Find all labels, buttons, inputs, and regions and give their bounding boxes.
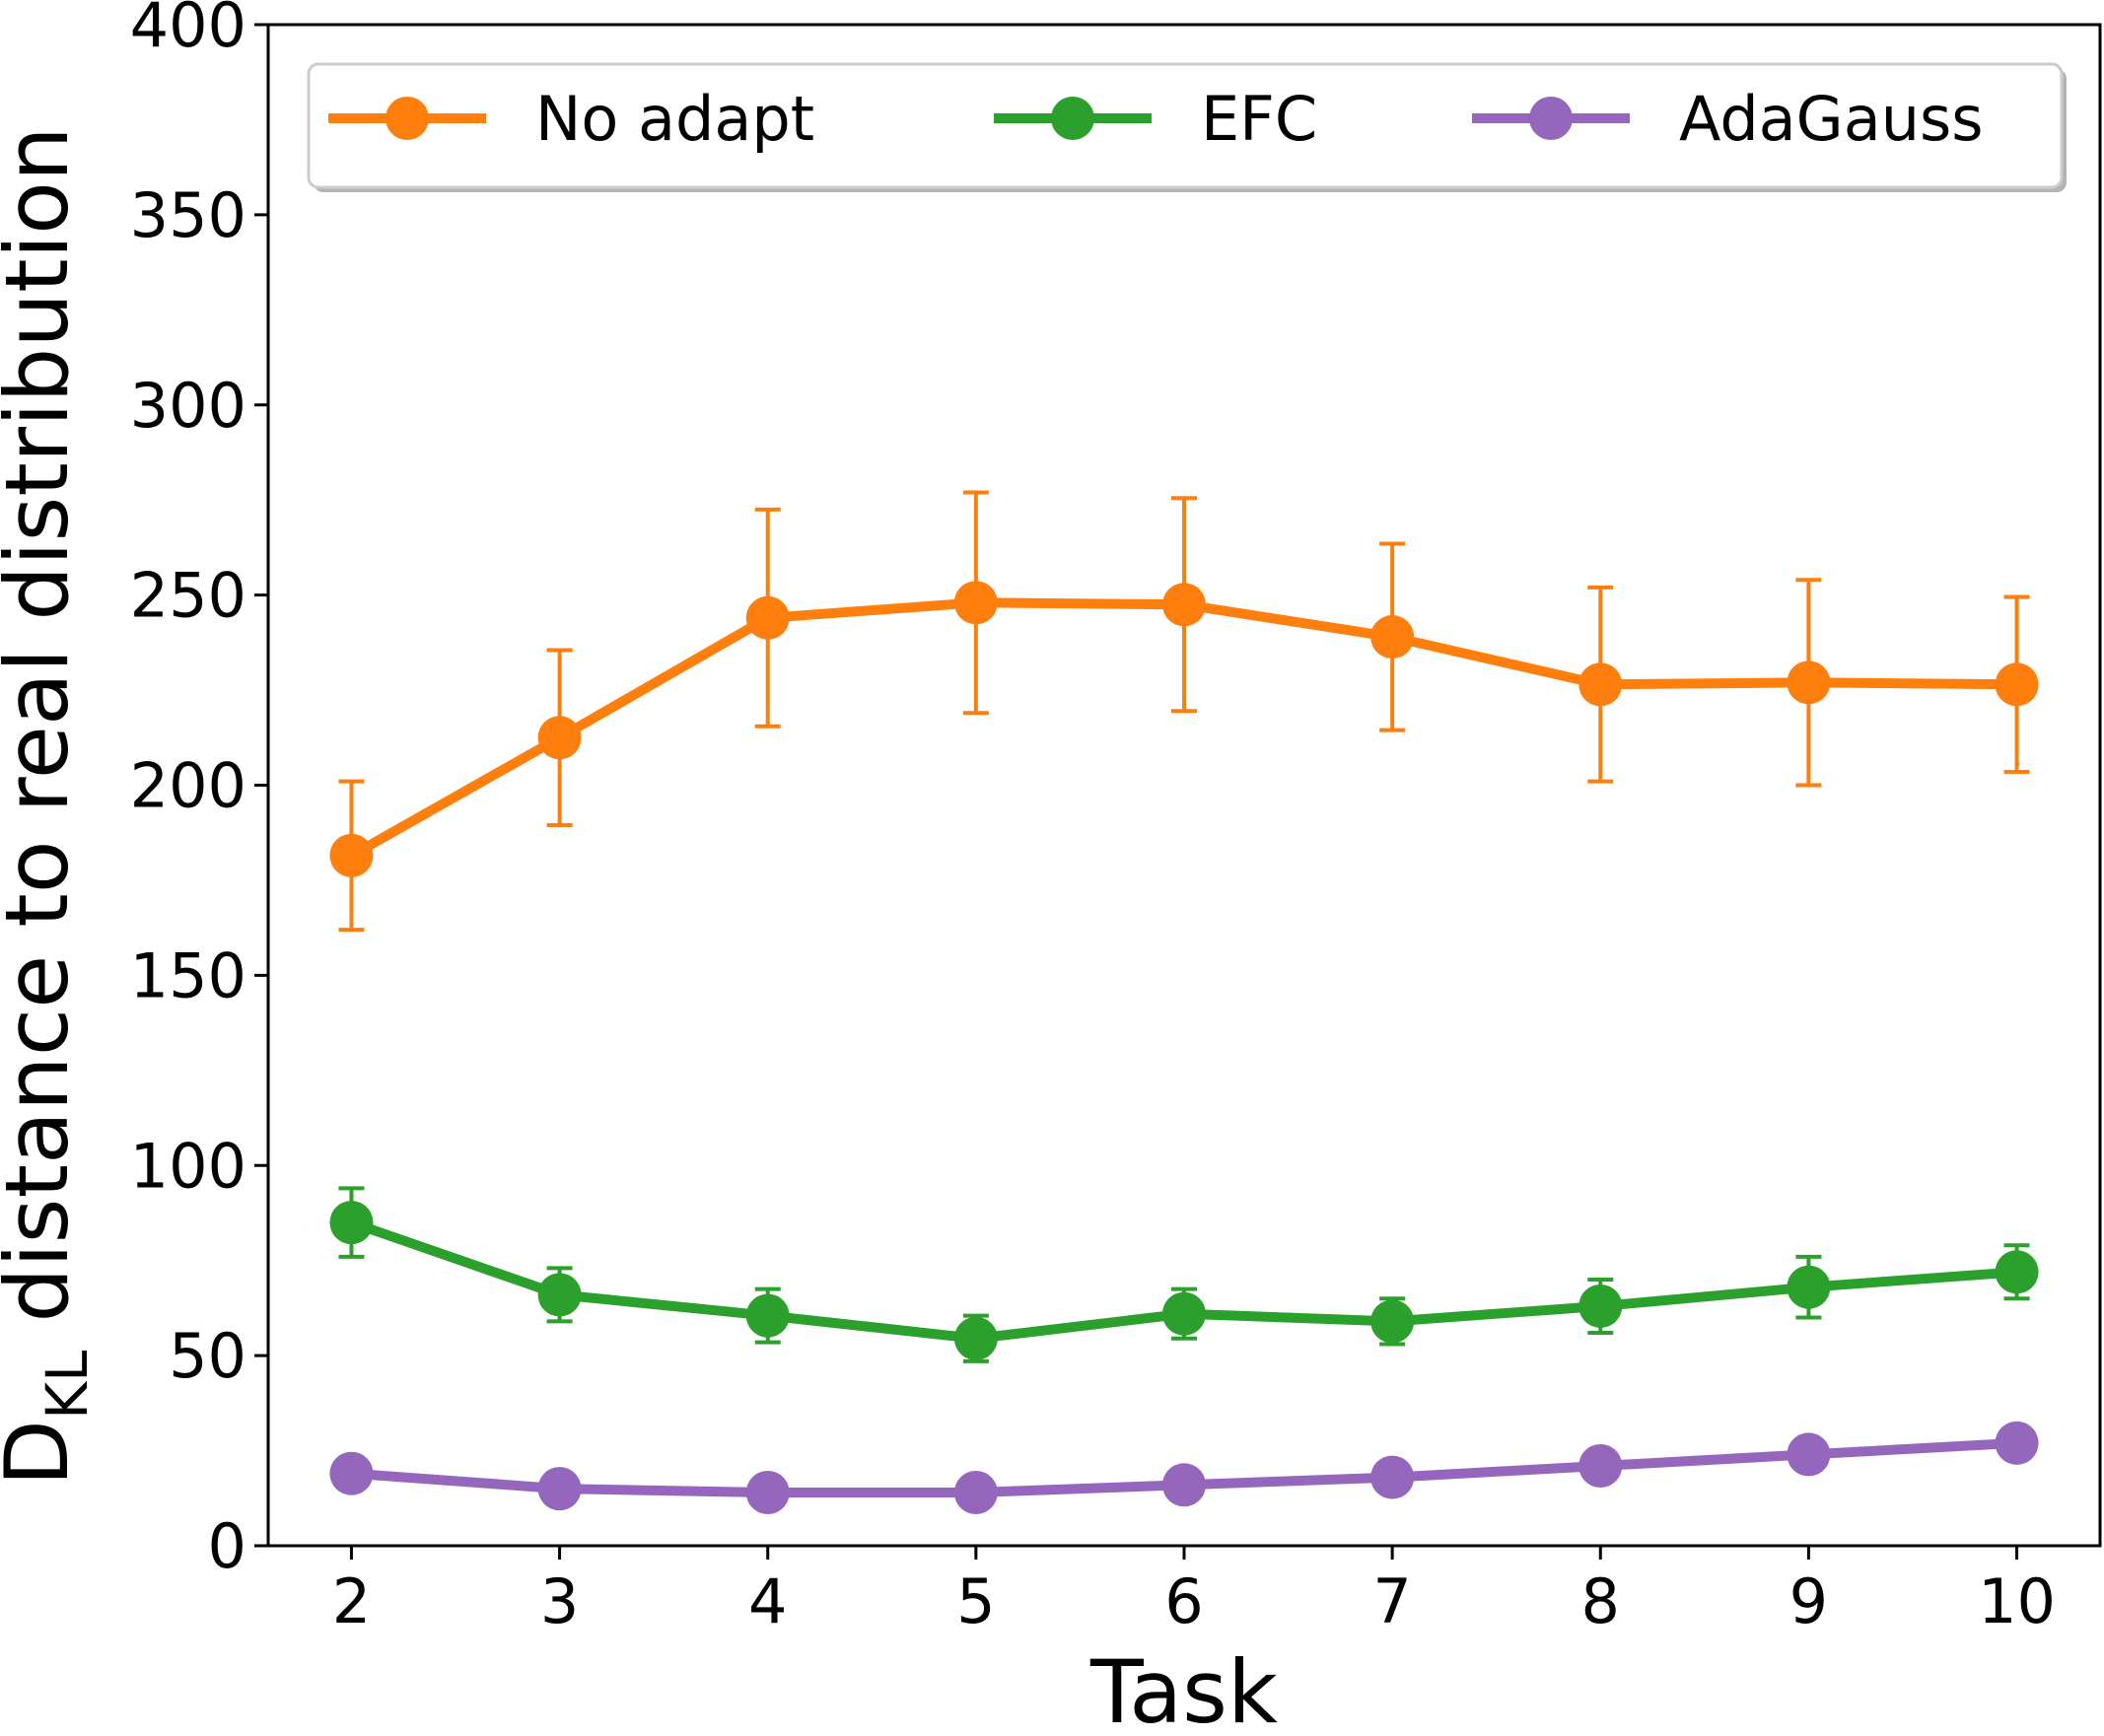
legend-item-efc: EFC — [994, 83, 1317, 155]
legend-label: No adapt — [535, 83, 814, 155]
data-point — [1995, 1250, 2039, 1294]
y-tick-label: 200 — [130, 750, 246, 822]
series-adagauss — [329, 1421, 2039, 1514]
data-point — [953, 1316, 998, 1360]
y-tick-label: 350 — [130, 179, 246, 251]
y-tick-label: 250 — [130, 560, 246, 632]
legend-marker — [386, 97, 429, 140]
legend-item-adagauss: AdaGauss — [1472, 83, 1984, 155]
data-point — [537, 1273, 582, 1317]
y-tick-label: 150 — [130, 939, 246, 1011]
legend-marker — [1051, 97, 1094, 140]
y-axis-title-sub: KL — [34, 1351, 101, 1420]
x-tick-label: 6 — [1164, 1565, 1203, 1637]
x-tick-label: 7 — [1372, 1565, 1411, 1637]
x-tick-label: 3 — [540, 1565, 579, 1637]
y-axis-title-main: D — [0, 1420, 88, 1487]
data-point — [745, 1470, 790, 1514]
data-point — [1578, 662, 1623, 707]
y-axis-title-rest: distance to real distribution — [0, 126, 88, 1350]
legend-label: EFC — [1201, 83, 1317, 155]
x-tick-label: 5 — [956, 1565, 995, 1637]
legend-label: AdaGauss — [1679, 83, 1984, 155]
legend-items: No adapt EFC AdaGauss — [328, 83, 1984, 155]
data-point — [953, 581, 998, 625]
series-no-adapt — [329, 490, 2039, 933]
x-tick-label: 2 — [332, 1565, 371, 1637]
data-point — [1995, 662, 2039, 707]
y-tick-label: 50 — [169, 1320, 246, 1392]
data-point — [745, 595, 790, 640]
x-tick-label: 8 — [1581, 1565, 1620, 1637]
data-point — [1370, 1299, 1415, 1344]
x-axis-title: Task — [1089, 1641, 1278, 1736]
data-point — [329, 1201, 374, 1245]
data-point — [537, 1467, 582, 1511]
y-axis-title: DKL distance to real distribution — [0, 126, 101, 1487]
x-tick-label: 10 — [1978, 1565, 2056, 1637]
x-tick-label: 9 — [1789, 1565, 1828, 1637]
y-tick-label: 0 — [208, 1510, 246, 1582]
data-point — [329, 833, 374, 877]
legend: No adapt EFC AdaGauss — [307, 62, 2067, 192]
data-point — [1162, 1463, 1206, 1507]
data-point — [537, 716, 582, 760]
y-tick-label: 400 — [130, 0, 246, 61]
data-point — [1787, 660, 1831, 705]
data-point — [1162, 583, 1206, 627]
data-point — [1787, 1265, 1831, 1309]
legend-box — [307, 62, 2064, 189]
series-layer — [329, 490, 2039, 1514]
data-point — [329, 1451, 374, 1495]
data-point — [1578, 1443, 1623, 1488]
y-tick-label: 300 — [130, 370, 246, 442]
data-point — [1787, 1432, 1831, 1477]
data-point — [1578, 1284, 1623, 1328]
data-point — [1995, 1421, 2039, 1465]
legend-marker — [1529, 97, 1573, 140]
data-point — [1162, 1291, 1206, 1336]
data-point — [1370, 1455, 1415, 1499]
data-point — [953, 1470, 998, 1514]
x-tick-label: 4 — [748, 1565, 787, 1637]
series-efc — [329, 1186, 2039, 1363]
legend-item-no-adapt: No adapt — [328, 83, 814, 155]
y-tick-label: 100 — [130, 1130, 246, 1202]
data-point — [745, 1293, 790, 1338]
data-point — [1370, 615, 1415, 660]
